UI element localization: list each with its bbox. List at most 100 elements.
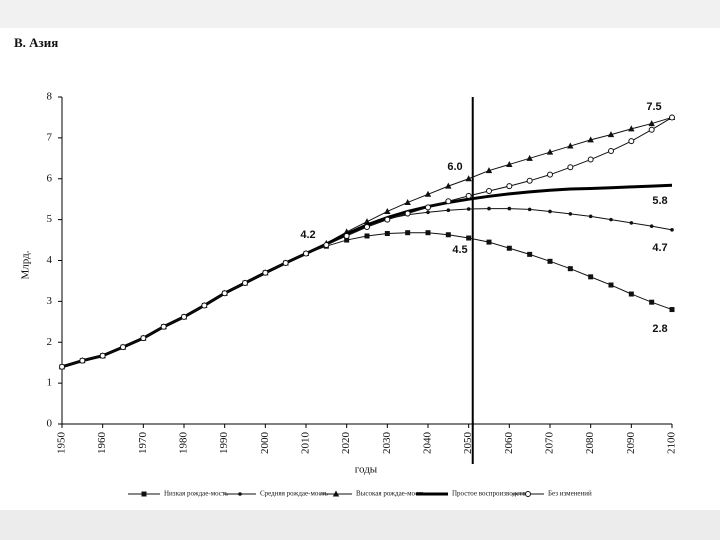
annotation: 4.7 [652, 242, 667, 254]
marker [363, 218, 371, 225]
series-line [61, 183, 673, 369]
marker [445, 182, 452, 189]
marker [445, 198, 452, 205]
marker [99, 352, 106, 359]
series-line [61, 232, 673, 368]
marker [425, 230, 431, 236]
legend-label: Без изменений [548, 490, 592, 498]
marker [506, 160, 513, 167]
y-tick-label: 6 [47, 172, 53, 184]
marker [669, 114, 675, 121]
legend-label: Низкая рождае-мость [164, 490, 228, 498]
marker [608, 147, 614, 154]
marker [445, 232, 451, 238]
marker [465, 175, 472, 182]
annotation: 7.5 [646, 101, 661, 113]
marker [648, 126, 655, 133]
series-line [61, 116, 673, 368]
x-tick-label: 1990 [218, 432, 230, 455]
x-tick-label: 1980 [178, 432, 190, 455]
marker [486, 188, 492, 195]
marker [526, 154, 533, 161]
marker [486, 239, 492, 245]
marker [587, 136, 594, 143]
marker [405, 230, 411, 236]
marker [546, 148, 554, 155]
marker [262, 269, 269, 276]
marker [425, 204, 431, 211]
marker [160, 323, 167, 330]
marker [588, 214, 593, 219]
marker [506, 183, 513, 190]
marker [507, 206, 512, 211]
x-tick-label: 2070 [544, 432, 556, 455]
legend-label: Высокая рождае-мость [356, 490, 425, 498]
marker [238, 492, 242, 496]
marker [669, 307, 675, 313]
marker [649, 224, 654, 228]
marker [404, 210, 411, 217]
y-tick-label: 7 [47, 131, 53, 143]
marker [140, 335, 147, 342]
marker [485, 167, 493, 174]
marker [609, 217, 613, 222]
marker [282, 259, 289, 266]
marker [648, 120, 655, 127]
y-tick-label: 1 [47, 377, 53, 389]
marker [364, 233, 370, 239]
series-line [61, 208, 673, 368]
marker [487, 206, 491, 211]
x-axis-label: годы [355, 464, 378, 476]
x-tick-label: 2050 [462, 432, 474, 455]
marker [446, 208, 451, 213]
marker [141, 491, 147, 497]
marker [426, 210, 430, 215]
x-tick-label: 2080 [584, 432, 596, 455]
y-tick-label: 8 [47, 91, 53, 103]
marker [323, 241, 330, 248]
annotation: 4.5 [452, 244, 467, 256]
x-tick-label: 2020 [340, 432, 352, 455]
marker [332, 490, 340, 497]
marker [181, 313, 187, 320]
marker [525, 491, 531, 497]
marker [567, 266, 573, 272]
y-tick-label: 3 [47, 295, 53, 307]
slide-top-band [0, 0, 720, 28]
marker [670, 228, 674, 232]
x-tick-label: 2090 [625, 432, 637, 455]
marker [364, 223, 370, 230]
marker [384, 231, 390, 237]
marker [79, 357, 86, 364]
marker [567, 164, 574, 171]
marker [628, 138, 635, 145]
x-tick-label: 2030 [381, 432, 393, 455]
marker [465, 192, 472, 199]
x-tick-label: 2060 [503, 432, 515, 455]
marker [568, 212, 573, 216]
y-tick-label: 0 [47, 418, 53, 430]
marker [628, 125, 635, 132]
annotation: 6.0 [447, 161, 462, 173]
x-tick-label: 2010 [300, 432, 312, 455]
marker [527, 207, 532, 212]
marker [588, 274, 594, 280]
marker [120, 344, 126, 351]
marker [526, 177, 533, 184]
marker [548, 209, 552, 214]
marker [384, 207, 391, 214]
marker [59, 363, 65, 370]
annotation: 5.8 [652, 195, 667, 207]
x-tick-label: 1960 [96, 432, 108, 455]
marker [547, 171, 553, 178]
legend-label: Простое воспроизводство [452, 490, 530, 498]
marker [221, 290, 228, 297]
y-tick-label: 5 [47, 213, 53, 225]
slide-bottom-band [0, 510, 720, 540]
x-tick-label: 2100 [666, 432, 678, 455]
panel-title: В. Азия [14, 35, 58, 50]
annotation: 2.8 [652, 323, 667, 335]
y-tick-label: 2 [47, 336, 53, 348]
marker [466, 235, 472, 241]
marker [629, 221, 634, 225]
